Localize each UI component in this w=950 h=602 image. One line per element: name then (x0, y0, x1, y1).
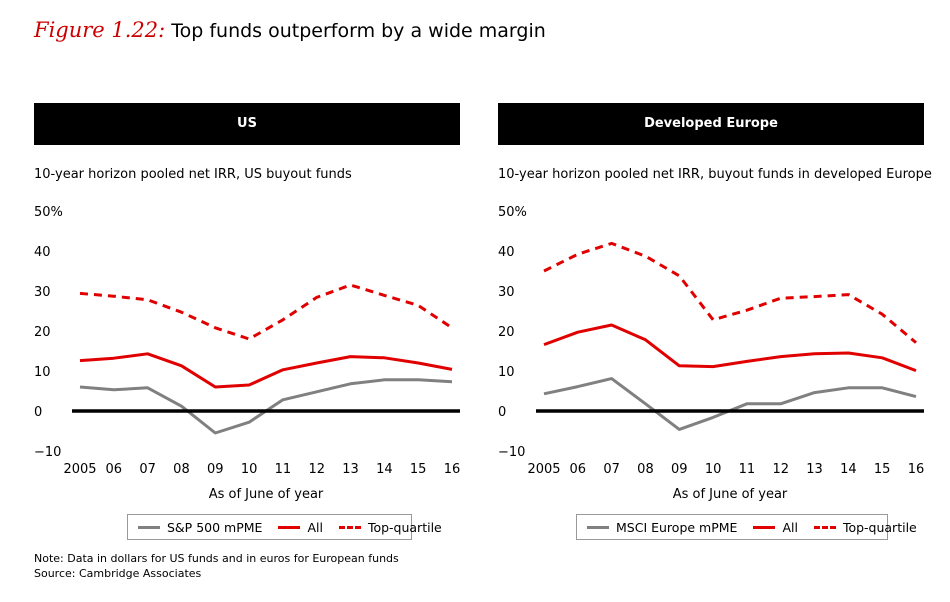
figure-title: Figure 1.22: Top funds outperform by a wi… (34, 18, 546, 42)
panel-header: US (34, 103, 460, 145)
legend-label: Top-quartile (842, 519, 917, 535)
y-tick-label: 0 (498, 405, 506, 420)
x-tick-label: 12 (772, 462, 789, 477)
series-line-all (543, 323, 917, 373)
y-tick-label: 20 (34, 325, 51, 340)
legend-label: All (782, 519, 798, 535)
y-tick-label: 40 (498, 245, 515, 260)
x-tick-label: 06 (106, 462, 123, 477)
legend-label: All (307, 519, 323, 535)
x-tick-label: 08 (637, 462, 654, 477)
x-tick-label: 12 (308, 462, 325, 477)
y-tick-label: 50% (498, 205, 527, 220)
legend-item-mpme: MSCI Europe mPME (587, 520, 737, 535)
y-tick-label: 30 (34, 285, 51, 300)
legend-label: MSCI Europe mPME (616, 519, 738, 535)
legend-swatch-red (753, 525, 776, 529)
note-text: Note: Data in dollars for US funds and i… (34, 552, 399, 565)
source-text: Source: Cambridge Associates (34, 567, 202, 580)
legend-swatch-red-dashed (338, 525, 361, 529)
chart-subtitle: 10-year horizon pooled net IRR, buyout f… (498, 167, 932, 182)
x-tick-label: 09 (671, 462, 688, 477)
legend-swatch-red-dashed (813, 525, 836, 529)
x-tick-label: 13 (806, 462, 823, 477)
legend-label: Top-quartile (367, 519, 442, 535)
y-tick-label: 30 (498, 285, 515, 300)
figure-label: Figure 1.22: (34, 18, 166, 42)
x-tick-label: 07 (139, 462, 156, 477)
y-tick-label: 50% (34, 205, 63, 220)
y-tick-label: 0 (34, 405, 42, 420)
x-tick-label: 09 (207, 462, 224, 477)
y-tick-label: 20 (498, 325, 515, 340)
y-tick-label: −10 (498, 445, 525, 460)
x-tick-label: 10 (705, 462, 722, 477)
x-tick-label: 16 (908, 462, 925, 477)
y-tick-label: 10 (34, 365, 51, 380)
x-tick-label: 10 (241, 462, 258, 477)
us-chart-panel: US 10-year horizon pooled net IRR, US bu… (34, 103, 460, 543)
x-tick-label: 15 (410, 462, 427, 477)
chart-legend: MSCI Europe mPME All Top-quartile (576, 514, 917, 540)
x-tick-label: 14 (376, 462, 393, 477)
legend-label: S&P 500 mPME (167, 519, 263, 535)
y-tick-label: 40 (34, 245, 51, 260)
legend-item-mpme: S&P 500 mPME (138, 520, 262, 535)
x-tick-label: 11 (739, 462, 756, 477)
x-tick-label: 16 (444, 462, 461, 477)
legend-item-all: All (753, 520, 798, 535)
x-tick-label: 08 (173, 462, 190, 477)
legend-swatch-red (278, 525, 301, 529)
x-axis-label: As of June of year (673, 487, 788, 502)
legend-swatch-gray (138, 525, 160, 529)
y-tick-label: 10 (498, 365, 515, 380)
figure-title-text: Top funds outperform by a wide margin (171, 20, 546, 42)
legend-item-all: All (278, 520, 323, 535)
panel-header: Developed Europe (498, 103, 924, 145)
series-line-top-quartile (79, 283, 453, 341)
y-tick-label: −10 (34, 445, 61, 460)
x-tick-label: 07 (603, 462, 620, 477)
x-tick-label: 2005 (527, 462, 560, 477)
footnote: Note: Data in dollars for US funds and i… (34, 551, 399, 581)
legend-swatch-gray (587, 525, 609, 529)
x-tick-label: 15 (874, 462, 891, 477)
x-axis-label: As of June of year (209, 487, 324, 502)
x-tick-label: 2005 (63, 462, 96, 477)
x-tick-label: 06 (570, 462, 587, 477)
series-line-all (79, 352, 453, 389)
x-tick-label: 13 (342, 462, 359, 477)
chart-subtitle: 10-year horizon pooled net IRR, US buyou… (34, 167, 352, 182)
legend-item-top-quartile: Top-quartile (338, 519, 442, 535)
chart-legend: S&P 500 mPME All Top-quartile (127, 514, 442, 540)
europe-chart-panel: Developed Europe 10-year horizon pooled … (498, 103, 932, 543)
legend-item-top-quartile: Top-quartile (813, 519, 917, 535)
series-line-s-p-500-mpme (79, 378, 453, 435)
x-tick-label: 11 (275, 462, 292, 477)
x-tick-label: 14 (840, 462, 857, 477)
series-line-msci-europe-mpme (543, 377, 917, 431)
